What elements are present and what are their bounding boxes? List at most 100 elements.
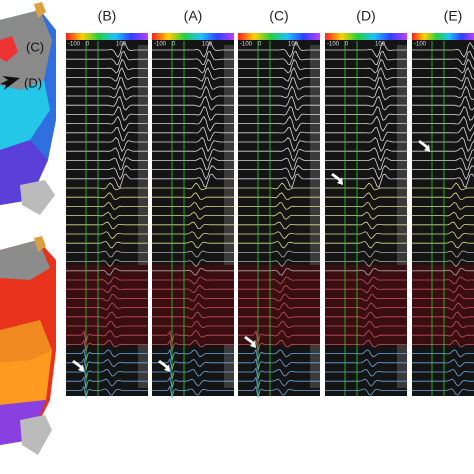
trace [152, 173, 234, 188]
trace [152, 85, 234, 101]
trace [152, 211, 234, 220]
trace [152, 259, 234, 267]
trace [325, 294, 407, 302]
trace [412, 339, 474, 348]
trace [66, 147, 148, 162]
trace [412, 294, 474, 302]
trace [66, 136, 148, 153]
trace [238, 85, 320, 101]
trace [66, 173, 148, 188]
trace [66, 329, 148, 343]
trace [66, 276, 148, 285]
trace [152, 136, 234, 153]
trace [152, 202, 234, 210]
trace [412, 284, 474, 294]
trace [66, 67, 148, 82]
trace [325, 388, 407, 396]
trace [152, 366, 234, 380]
trace [325, 50, 407, 66]
trace [152, 339, 234, 352]
trace [152, 41, 234, 58]
trace [238, 50, 320, 66]
colorbar [152, 33, 234, 40]
trace [412, 106, 474, 121]
panel-label: (B) [98, 8, 117, 24]
scale-label: 100 [116, 42, 127, 48]
arrow [331, 173, 343, 185]
trace [412, 320, 474, 328]
map-bottom [0, 236, 56, 455]
colorbar [66, 33, 148, 40]
trace [412, 250, 474, 258]
scale-label: -100 [327, 42, 340, 48]
trace [412, 211, 474, 220]
trace [412, 41, 474, 58]
trace [325, 276, 407, 285]
trace [152, 50, 234, 66]
arrow [418, 140, 430, 152]
trace [66, 106, 148, 121]
trace [238, 348, 320, 362]
trace [325, 157, 407, 171]
trace [412, 202, 474, 210]
trace [412, 173, 474, 188]
trace [152, 241, 234, 249]
colorbar [238, 33, 320, 40]
electrogram-panel: -100 [412, 33, 474, 396]
trace [325, 302, 407, 311]
trace [412, 259, 474, 267]
trace [152, 231, 234, 240]
trace [66, 284, 148, 294]
trace [412, 302, 474, 311]
red-band [152, 265, 234, 345]
electrogram-panel: -100 0 100 [238, 33, 320, 398]
trace [66, 115, 148, 132]
trace [152, 221, 234, 230]
trace [66, 320, 148, 328]
trace [238, 192, 320, 201]
panel-label: (E) [444, 8, 463, 24]
trace [66, 311, 148, 319]
colorbar [412, 33, 474, 40]
trace [412, 359, 474, 368]
trace [152, 357, 234, 371]
trace [66, 192, 148, 201]
gray-strip [397, 45, 407, 388]
trace [152, 294, 234, 302]
map-label: (D) [24, 75, 42, 90]
trace [412, 115, 474, 132]
scale-label: -100 [68, 42, 81, 48]
trace [325, 127, 407, 142]
panel-label: (D) [356, 8, 375, 24]
trace [238, 106, 320, 121]
trace [152, 250, 234, 258]
trace [66, 241, 148, 249]
trace [412, 267, 474, 276]
trace [66, 267, 148, 276]
trace [66, 202, 148, 210]
trace [66, 77, 148, 90]
trace [238, 231, 320, 240]
gray-strip [310, 45, 320, 388]
trace [325, 284, 407, 294]
trace [412, 231, 474, 240]
trace [325, 329, 407, 338]
trace [152, 67, 234, 82]
trace [152, 115, 234, 132]
trace [325, 259, 407, 267]
panel-label: (C) [269, 8, 288, 24]
trace [66, 376, 148, 389]
gray-strip [138, 45, 148, 388]
trace [66, 339, 148, 352]
trace [325, 211, 407, 220]
trace [152, 182, 234, 191]
trace [152, 95, 234, 111]
trace [238, 202, 320, 210]
trace [412, 95, 474, 111]
trace [238, 95, 320, 111]
trace [325, 136, 407, 153]
trace [152, 106, 234, 121]
trace [238, 67, 320, 82]
trace [66, 127, 148, 142]
trace [412, 388, 474, 396]
